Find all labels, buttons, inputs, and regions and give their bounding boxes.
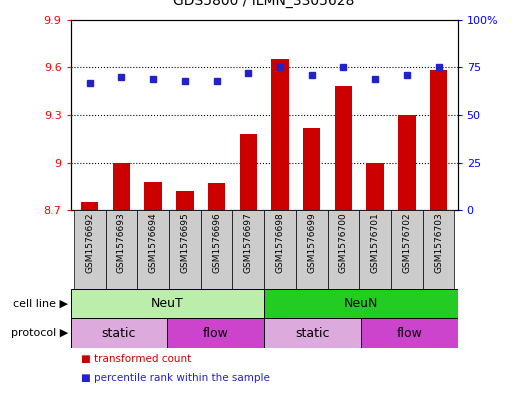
Bar (71, 318, 167, 348)
Bar (264, 210, 296, 289)
Bar (112, 163, 130, 210)
Bar (264, 318, 361, 348)
Bar (430, 70, 447, 210)
Text: GSM1576698: GSM1576698 (276, 213, 285, 274)
Bar (176, 191, 194, 210)
Bar (81, 202, 98, 210)
Text: NeuT: NeuT (151, 297, 184, 310)
Bar (423, 210, 454, 289)
Bar (201, 210, 232, 289)
Bar (367, 163, 384, 210)
Bar (296, 210, 327, 289)
Bar (398, 115, 416, 210)
Bar (232, 210, 264, 289)
Text: static: static (102, 327, 136, 340)
Text: GSM1576703: GSM1576703 (434, 213, 443, 274)
Bar (106, 210, 137, 289)
Bar (169, 210, 201, 289)
Text: flow: flow (203, 327, 229, 340)
Text: GSM1576697: GSM1576697 (244, 213, 253, 274)
Text: GSM1576694: GSM1576694 (149, 213, 157, 273)
Bar (361, 318, 458, 348)
Bar (71, 289, 264, 318)
Bar (167, 318, 264, 348)
Text: GSM1576692: GSM1576692 (85, 213, 94, 273)
Bar (335, 86, 352, 210)
Text: GSM1576702: GSM1576702 (402, 213, 412, 273)
Text: GSM1576701: GSM1576701 (371, 213, 380, 274)
Text: GSM1576700: GSM1576700 (339, 213, 348, 274)
Text: flow: flow (396, 327, 422, 340)
Bar (391, 210, 423, 289)
Text: GSM1576699: GSM1576699 (307, 213, 316, 274)
Bar (303, 128, 321, 210)
Bar (74, 210, 106, 289)
Bar (208, 183, 225, 210)
Bar (271, 59, 289, 210)
Text: GSM1576695: GSM1576695 (180, 213, 189, 274)
Bar (240, 134, 257, 210)
Text: cell line ▶: cell line ▶ (13, 299, 68, 309)
Text: static: static (295, 327, 329, 340)
Text: protocol ▶: protocol ▶ (11, 328, 68, 338)
Text: ■ transformed count: ■ transformed count (81, 354, 191, 364)
Bar (137, 210, 169, 289)
Text: GSM1576696: GSM1576696 (212, 213, 221, 274)
Bar (264, 289, 458, 318)
Bar (144, 182, 162, 210)
Bar (327, 210, 359, 289)
Text: GSM1576693: GSM1576693 (117, 213, 126, 274)
Text: NeuN: NeuN (344, 297, 378, 310)
Text: GDS5800 / ILMN_3305628: GDS5800 / ILMN_3305628 (174, 0, 355, 8)
Bar (359, 210, 391, 289)
Text: ■ percentile rank within the sample: ■ percentile rank within the sample (81, 373, 270, 383)
